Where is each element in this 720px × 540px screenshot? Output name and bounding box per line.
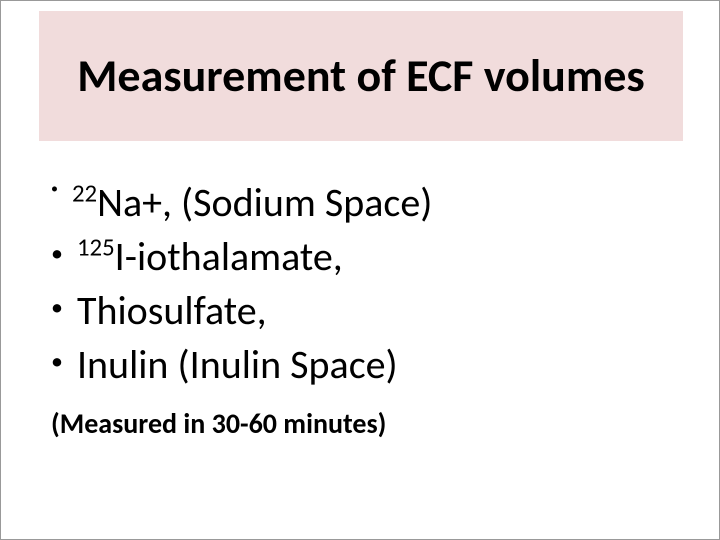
list-item: • Inulin (Inulin Space)	[51, 338, 671, 392]
list-item-text: Inulin (Inulin Space)	[77, 338, 671, 392]
bullet-icon: •	[51, 182, 58, 196]
bullet-icon: •	[51, 296, 63, 320]
footnote: (Measured in 30-60 minutes)	[51, 406, 386, 441]
bullet-icon: •	[51, 242, 63, 266]
bullet-icon: •	[51, 350, 63, 374]
isotope-superscript: 22	[72, 178, 97, 209]
slide-title: Measurement of ECF volumes	[77, 50, 645, 103]
slide: Measurement of ECF volumes • 22Na+, (Sod…	[0, 0, 720, 540]
list-item: • Thiosulfate,	[51, 284, 671, 338]
title-container: Measurement of ECF volumes	[39, 11, 683, 141]
list-item-text: 22Na+, (Sodium Space)	[72, 176, 671, 230]
list-item-rest: I-iothalamate,	[115, 232, 343, 281]
list-item: • 125I-iothalamate,	[51, 230, 671, 284]
isotope-superscript: 125	[77, 232, 115, 263]
bullet-list: • 22Na+, (Sodium Space) • 125I-iothalama…	[51, 176, 671, 392]
list-item-text: Thiosulfate,	[77, 284, 671, 338]
list-item-rest: Na+, (Sodium Space)	[97, 178, 432, 227]
list-item: • 22Na+, (Sodium Space)	[51, 176, 671, 230]
list-item-text: 125I-iothalamate,	[77, 230, 671, 284]
